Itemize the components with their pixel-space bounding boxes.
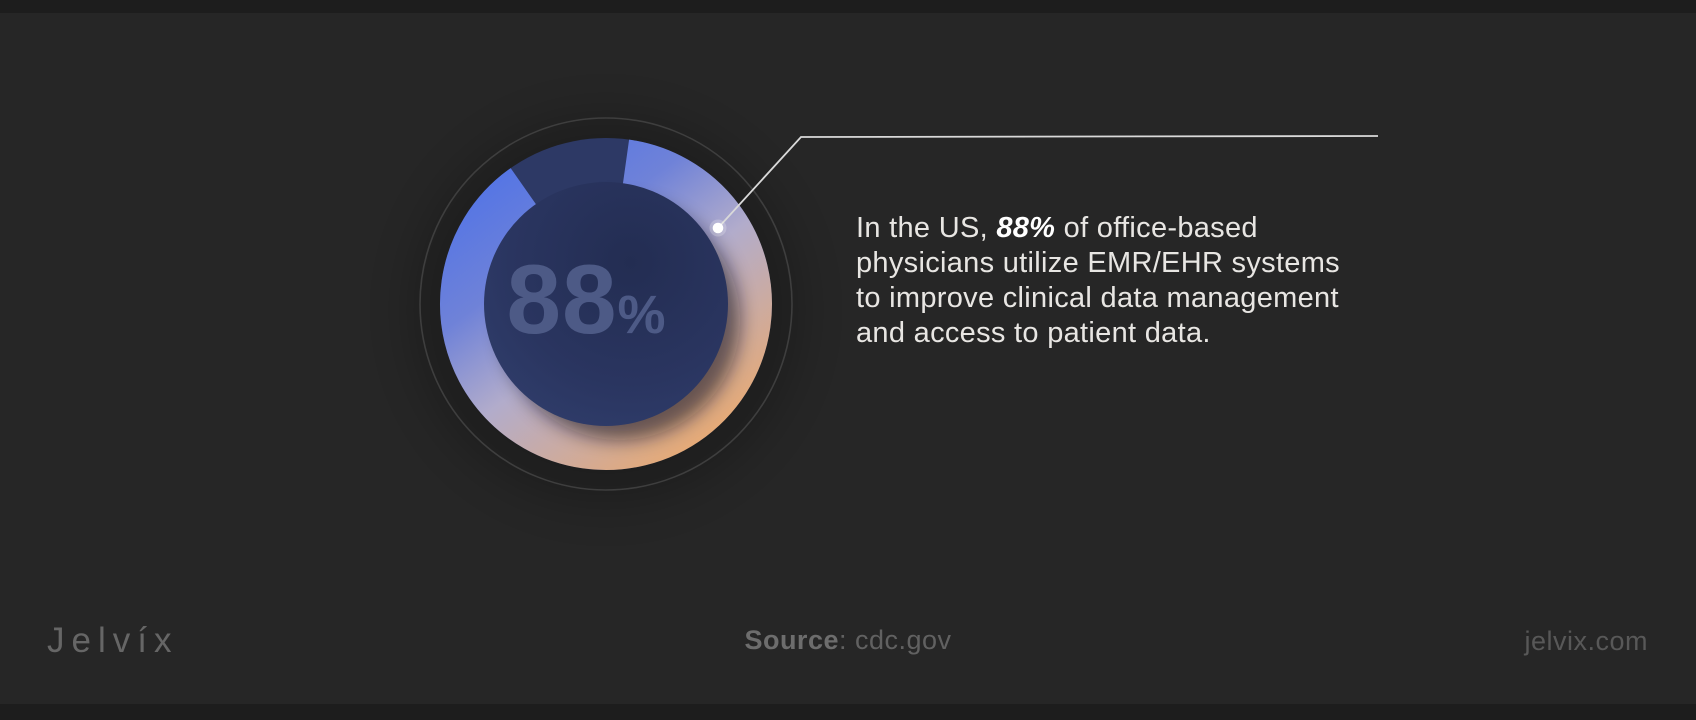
source-label: Source [744,625,839,655]
stat-description: In the US, 88% of office-based physician… [856,211,1340,351]
jelvix-logo: Jelvíx [47,621,179,660]
bottom-letterbox-bar [0,704,1696,720]
stat-line-4: and access to patient data. [856,317,1211,349]
donut-center-label: 88% [496,250,676,348]
donut-center-unit: % [617,285,666,345]
source-value: : cdc.gov [838,625,952,655]
donut-outline-circle [419,117,793,491]
donut-center-value: 88 [506,244,618,354]
callout-leader-line [717,135,1379,229]
website-url: jelvix.com [1524,626,1648,656]
stat-line-1-prefix: In the US, [856,212,997,244]
stat-line-3: to improve clinical data management [856,282,1339,314]
callout-dot [712,222,724,234]
source-credit: Source: cdc.gov [0,625,1696,656]
stat-line-1-suffix: of office-based [1055,212,1258,244]
donut-inner-disc [484,182,728,426]
stat-highlight: 88% [996,212,1056,244]
stat-line-2: physicians utilize EMR/EHR systems [856,247,1340,279]
stat-line-1: In the US, 88% of office-based [856,211,1340,246]
top-letterbox-bar [0,0,1696,13]
